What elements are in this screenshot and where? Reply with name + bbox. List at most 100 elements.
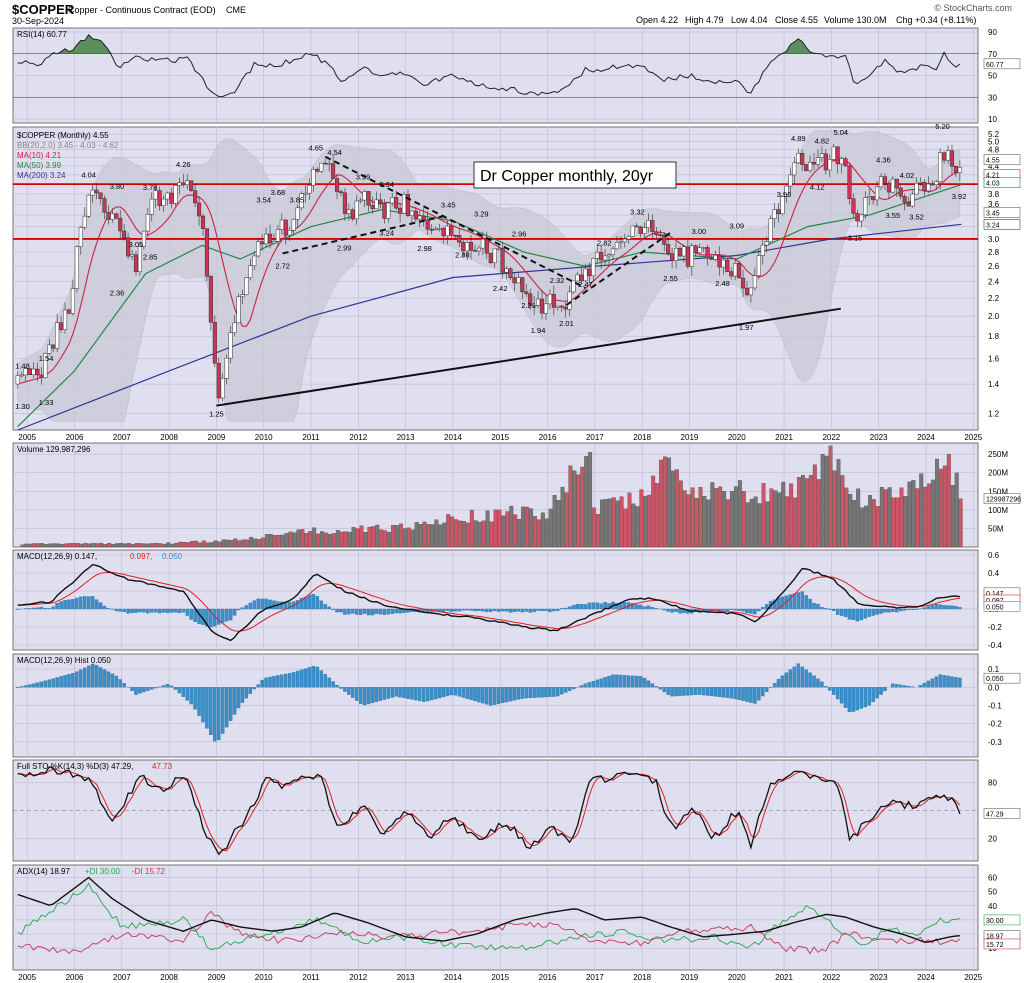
candle-body	[796, 153, 801, 164]
hist-bar	[86, 665, 91, 688]
sto-legend: Full STO %K(14,3) %D(3) 47.29,	[17, 762, 133, 771]
volume-bar	[887, 487, 892, 548]
candle-body	[114, 213, 119, 219]
price-tick-label: 1.4	[988, 380, 1000, 389]
macd-hist-bar	[563, 607, 568, 610]
macd-hist-bar	[287, 602, 292, 610]
ma200-value-tag	[983, 218, 1021, 230]
volume-bar	[765, 501, 770, 548]
price-tick-label: 3.8	[988, 190, 1000, 199]
candle-body	[741, 277, 746, 289]
volume-bar	[458, 520, 462, 548]
price-annotation: 1.97	[739, 323, 754, 332]
price-annotation: 2.48	[715, 279, 730, 288]
macd-hist-bar	[910, 608, 915, 610]
price-annotation: 3.54	[256, 195, 271, 204]
macd-value-text: 0.147	[986, 591, 1004, 598]
macd-hist-bar	[362, 608, 367, 614]
candle-body	[642, 227, 647, 234]
price-x-label: 2016	[539, 433, 557, 442]
macd-hist-bar	[859, 608, 864, 621]
macd-hist-bar	[559, 607, 564, 610]
volume-value-text: 129987296	[986, 497, 1021, 504]
candle-body	[413, 210, 418, 220]
hist-bar	[615, 674, 619, 688]
candle-body	[847, 165, 852, 200]
price-annotation: 2.88	[455, 251, 470, 260]
volume-bar	[398, 523, 403, 548]
volume-bar	[801, 475, 805, 548]
hist-bar	[650, 683, 655, 688]
price-x-label: 2023	[870, 433, 888, 442]
macd-hist-bar	[630, 603, 635, 610]
volume-bar	[903, 496, 908, 548]
volume-bar	[462, 521, 466, 548]
hist-bar	[260, 679, 264, 688]
hist-bar	[252, 687, 256, 690]
adx-x-label: 2008	[160, 973, 178, 982]
candle-body	[334, 178, 340, 192]
rsi-tick-label: 10	[988, 115, 997, 124]
macd-panel-background	[12, 549, 979, 651]
macd-hist-bar	[528, 608, 532, 613]
candle-body	[851, 198, 856, 214]
sto-tick-label: 20	[988, 834, 997, 843]
hist-bar	[721, 687, 726, 698]
candle-body	[118, 217, 123, 232]
volume-bar	[690, 487, 695, 548]
volume-bar	[836, 459, 841, 548]
hist-bar	[153, 687, 158, 689]
candle-body	[86, 194, 91, 217]
volume-bar	[493, 509, 498, 548]
hist-bar	[437, 687, 442, 699]
hist-bar	[528, 687, 532, 699]
macd-hist-bar	[130, 608, 134, 614]
candle-body	[867, 196, 872, 198]
candle-body	[622, 238, 627, 243]
volume-bar	[71, 543, 76, 548]
candle-body	[354, 200, 359, 220]
hist-bar	[646, 680, 651, 688]
volume-bar	[190, 541, 194, 548]
volume-bar	[596, 513, 600, 548]
ma10-value-text: 4.21	[986, 172, 1000, 179]
hist-bar	[492, 687, 497, 705]
volume-bar	[292, 532, 297, 548]
macd-hist-bar	[323, 604, 327, 610]
hist-bar	[500, 687, 505, 704]
macd-hist-bar	[86, 596, 91, 610]
macd-hist-bar	[366, 608, 371, 616]
macd-signal-legend: 0.097,	[130, 552, 152, 561]
price-tick-label: 1.8	[988, 332, 1000, 341]
adx-minus-value-text: 15.72	[986, 942, 1004, 949]
candle-body	[583, 268, 588, 282]
rising-dashed-line	[282, 214, 449, 255]
hist-bar	[883, 687, 887, 692]
candle-body	[256, 241, 261, 257]
hist-tick-label: 0.1	[988, 665, 1000, 674]
candle-body	[819, 153, 824, 158]
volume-bar	[257, 538, 261, 548]
hist-bar	[508, 687, 513, 702]
macd-hist-value-tag	[983, 600, 1021, 612]
chart-layers: 90 70 50 30 10 RSI(14) 60.77 60.77 5.25.04.8 4.6…	[12, 27, 1021, 982]
volume-bar	[395, 525, 399, 548]
macd-hist-bar	[71, 599, 75, 610]
hist-bar	[35, 682, 40, 688]
hist-bar	[536, 687, 540, 698]
candle-body	[555, 305, 560, 308]
volume-bar	[623, 508, 628, 548]
volume-bar	[923, 486, 928, 548]
macd-hist-bar	[855, 608, 860, 622]
adx-x-label: 2009	[208, 973, 226, 982]
adx-plus-value-tag	[983, 914, 1021, 926]
hist-bar	[295, 670, 300, 688]
candle-body	[47, 344, 52, 354]
macd-hist-bar	[75, 597, 79, 610]
macd-hist-bar	[327, 606, 331, 610]
candle-body	[232, 322, 237, 333]
hist-tick-label: 0.0	[988, 683, 1000, 692]
macd-hist-bar	[831, 608, 836, 611]
volume-legend: Volume 129,987,296	[17, 445, 91, 454]
